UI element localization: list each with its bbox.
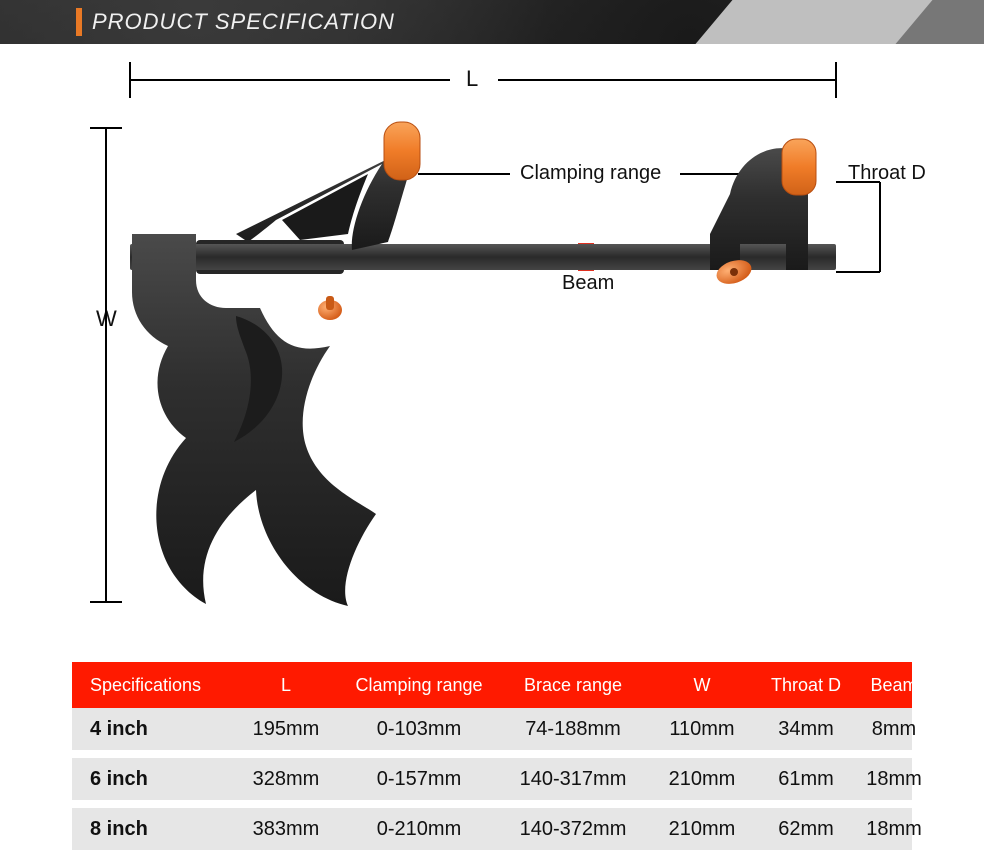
cell-clamping: 0-157mm [340,768,498,791]
col-specifications: Specifications [72,675,232,696]
cell-L: 383mm [232,818,340,841]
header-title: PRODUCT SPECIFICATION [92,0,395,44]
spec-table: Specifications L Clamping range Brace ra… [72,662,912,850]
cell-beam: 18mm [856,818,932,841]
cell-beam: 8mm [856,718,932,741]
cell-spec: 6 inch [72,768,232,791]
cell-L: 195mm [232,718,340,741]
table-row: 6 inch 328mm 0-157mm 140-317mm 210mm 61m… [72,758,912,800]
col-beam: Beam [856,675,932,696]
clamp-diagram: L Clamping range Throat D Beam W [0,44,984,658]
cell-throatd: 62mm [756,818,856,841]
cell-throatd: 61mm [756,768,856,791]
table-row: 8 inch 383mm 0-210mm 140-372mm 210mm 62m… [72,808,912,850]
cell-spec: 8 inch [72,818,232,841]
col-throatd: Throat D [756,675,856,696]
cell-clamping: 0-103mm [340,718,498,741]
spec-header: PRODUCT SPECIFICATION [0,0,984,44]
header-slash-decoration [684,0,984,44]
col-brace: Brace range [498,675,648,696]
cell-spec: 4 inch [72,718,232,741]
cell-beam: 18mm [856,768,932,791]
cell-brace: 140-372mm [498,818,648,841]
cell-W: 210mm [648,768,756,791]
header-accent-bar [76,8,82,36]
cell-W: 110mm [648,718,756,741]
cell-throatd: 34mm [756,718,856,741]
col-L: L [232,675,340,696]
cell-L: 328mm [232,768,340,791]
cell-brace: 140-317mm [498,768,648,791]
cell-clamping: 0-210mm [340,818,498,841]
clamp-svg [0,44,984,658]
cell-W: 210mm [648,818,756,841]
col-W: W [648,675,756,696]
table-row: 4 inch 195mm 0-103mm 74-188mm 110mm 34mm… [72,708,912,750]
spec-table-header-row: Specifications L Clamping range Brace ra… [72,662,912,708]
cell-brace: 74-188mm [498,718,648,741]
col-clamping: Clamping range [340,675,498,696]
